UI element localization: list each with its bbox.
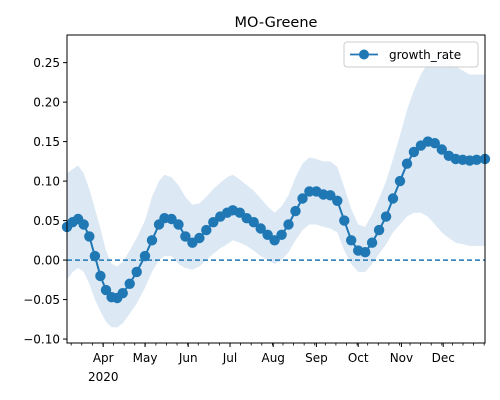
growth-rate-point [166,213,177,225]
legend: growth_rate [343,41,479,68]
y-tick-label: 0.15 [33,135,60,149]
growth-rate-point [387,193,399,204]
x-tick-label: Apr [93,351,114,365]
growth-rate-point [325,190,336,201]
growth-rate-point [248,217,259,228]
growth-rate-point [208,217,219,228]
growth-rate-point [255,223,266,234]
x-tick-label: Oct [348,351,369,365]
y-axis: −0.10 −0.05 0.00 0.05 0.10 0.15 0.20 0.25 [23,56,67,346]
x-tick-label: Nov [390,351,413,365]
growth-rate-point [373,224,385,236]
x-tick-label: Jun [178,351,198,365]
growth-rate-point [346,235,357,246]
growth-rate-point [290,205,301,217]
growth-rate-point [429,138,440,149]
growth-rate-point [339,215,350,226]
growth-rate-point [408,146,420,158]
growth-rate-point [117,288,128,299]
growth-rate-point [100,284,112,296]
growth-rate-point [283,219,294,230]
growth-rate-point [366,237,378,248]
growth-rate-point [401,158,413,169]
growth-rate-point [394,175,406,187]
series-marker-layer [61,136,491,304]
y-tick-label: −0.05 [23,293,60,307]
growth-rate-point [262,229,273,240]
x-tick-label: May [133,351,158,365]
y-tick-label: 0.10 [33,174,60,188]
x-axis: Apr 2020 May Jun Jul Aug Sep Oct Nov Dec [70,343,485,384]
growth-rate-point [332,195,343,206]
x-tick-label: Sep [305,351,328,365]
growth-rate-point [95,270,106,282]
growth-rate-point [146,235,158,246]
growth-rate-point [276,229,287,240]
growth-rate-point [89,250,101,262]
growth-rate-point [269,235,280,246]
growth-rate-point [380,211,392,222]
x-tick-year-label: 2020 [88,370,119,384]
x-tick-label: Dec [432,351,455,365]
growth-rate-point [471,154,482,165]
growth-rate-point [78,219,89,230]
growth-rate-point [436,144,447,155]
growth-rate-point [173,219,184,230]
growth-rate-point [84,231,95,242]
growth-rate-point [124,278,135,289]
y-tick-label: −0.10 [23,332,60,346]
growth-rate-point [201,224,212,236]
y-tick-label: 0.00 [33,253,60,267]
plot-frame [66,34,486,344]
growth-rate-point [180,231,191,242]
growth-rate-point [360,247,371,258]
legend-box [343,41,479,68]
growth-rate-point [194,232,205,244]
y-tick-label: 0.25 [33,56,60,70]
growth-rate-point [297,193,308,204]
legend-label: growth_rate [389,48,461,62]
x-tick-label: Aug [261,351,284,365]
legend-marker-sample [359,49,369,60]
y-tick-label: 0.20 [33,95,60,109]
growth-rate-point [131,266,142,278]
x-tick-label: Jul [222,351,237,365]
chart-title: MO-Greene [235,15,318,31]
y-tick-label: 0.05 [33,214,60,228]
growth-rate-point [139,250,151,262]
